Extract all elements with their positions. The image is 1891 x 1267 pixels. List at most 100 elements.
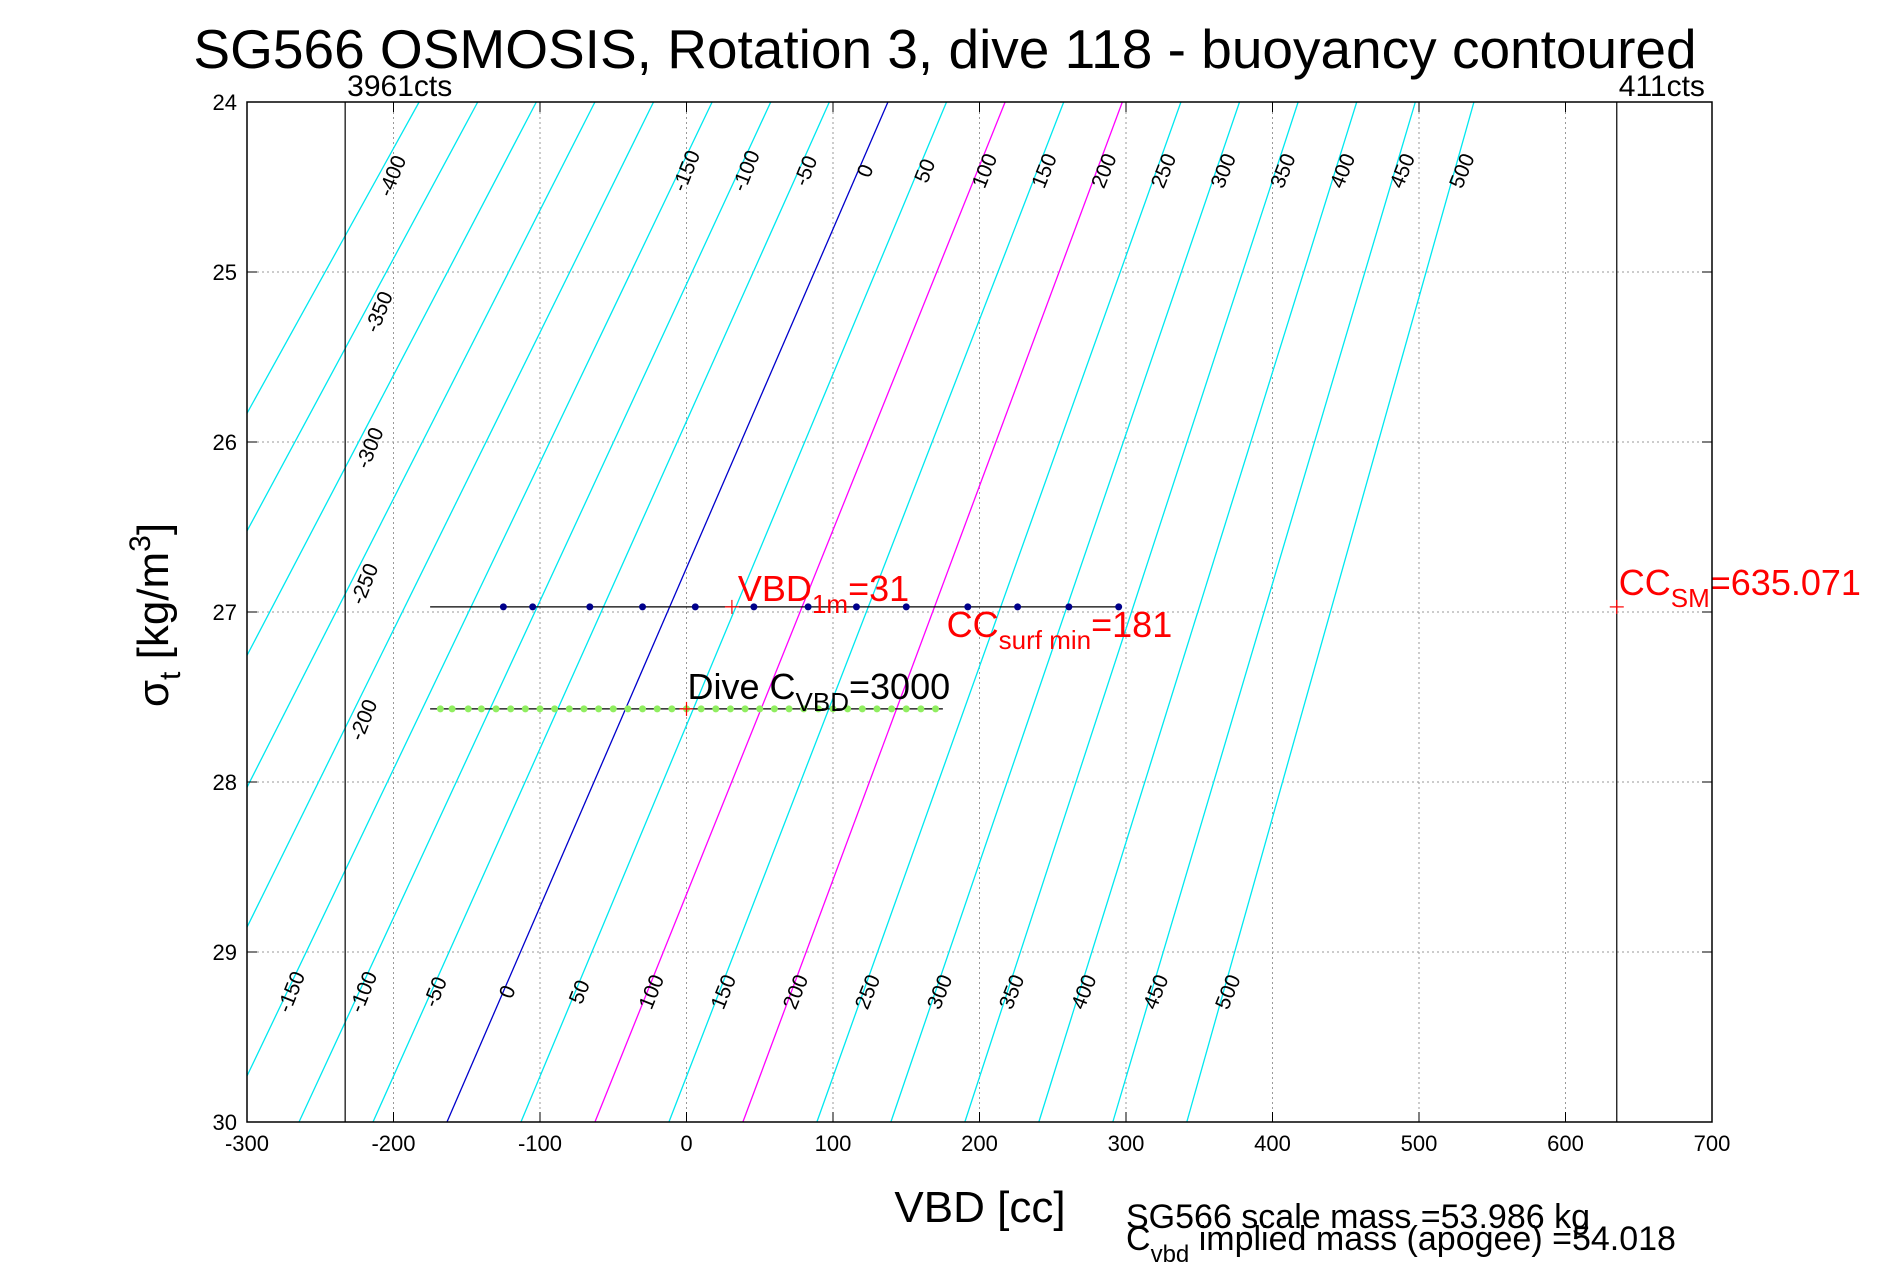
- lower-trace-point: [624, 705, 632, 713]
- x-tick-label: -300: [225, 1131, 269, 1156]
- lower-trace-point: [741, 705, 749, 713]
- scale-mass-note: SG566 scale mass =53.986 kg: [1126, 1198, 1590, 1236]
- contour-label: 0: [853, 161, 879, 180]
- y-axis-label: σt [kg/m3]: [124, 523, 187, 707]
- x-tick-label: 400: [1254, 1131, 1291, 1156]
- upper-trace-point: [964, 603, 972, 611]
- cc-surf-min-annotation-value: =181: [1091, 604, 1172, 645]
- lower-trace-point: [595, 705, 603, 713]
- upper-trace-point: [691, 603, 699, 611]
- lower-trace-point: [536, 705, 544, 713]
- contour-line-100: [594, 101, 1006, 1123]
- contour-label: 200: [1087, 150, 1121, 191]
- contour-label: 250: [1147, 150, 1181, 191]
- contour-label: 200: [779, 972, 813, 1013]
- dive-c-vbd-annotation: Dive CVBD=3000: [688, 666, 951, 717]
- count-label: 411cts: [1619, 70, 1705, 103]
- contour-label: -150: [668, 147, 705, 195]
- lower-trace-point: [873, 705, 881, 713]
- lower-trace-point: [800, 705, 808, 713]
- upper-trace-point: [750, 603, 758, 611]
- chart-title: SG566 OSMOSIS, Rotation 3, dive 118 - bu…: [193, 18, 1696, 80]
- dive-c-vbd-annotation-main: Dive C: [688, 666, 796, 707]
- contour-label: -100: [345, 968, 382, 1016]
- y-tick-label: 30: [213, 1110, 237, 1135]
- contour-label: 450: [1386, 150, 1420, 191]
- contour-line-neg150: [246, 101, 713, 1077]
- lower-trace-point: [436, 705, 444, 713]
- lower-trace-point: [770, 705, 778, 713]
- contour-label: 400: [1067, 972, 1101, 1013]
- contour-label: 0: [495, 982, 521, 1001]
- upper-trace-point: [804, 603, 812, 611]
- y-label-sub: t: [154, 671, 187, 680]
- vbd-1m-annotation-sub: 1m: [812, 589, 848, 619]
- contour-label: 500: [1445, 150, 1479, 191]
- contour-label: -350: [361, 288, 398, 336]
- contour-line-neg50: [372, 101, 830, 1123]
- y-tick-label: 24: [213, 90, 237, 115]
- dive-c-vbd-annotation-sub: VBD: [796, 687, 849, 717]
- cc-sm-annotation-sub: SM: [1671, 583, 1710, 613]
- contour-label: -50: [790, 153, 823, 190]
- contour-label: 250: [851, 972, 885, 1013]
- contour-label: 450: [1139, 972, 1173, 1013]
- y-label-unit: [kg/m: [129, 552, 178, 672]
- x-tick-label: 100: [815, 1131, 852, 1156]
- contour-line-400: [1038, 101, 1358, 1123]
- cc-sm-annotation: CCSM=635.071: [1619, 562, 1861, 613]
- x-tick-label: -200: [371, 1131, 415, 1156]
- vbd-1m-annotation-main: VBD: [738, 568, 812, 609]
- upper-trace-point: [1065, 603, 1073, 611]
- contour-label: -100: [728, 147, 765, 195]
- lower-trace-point: [756, 705, 764, 713]
- upper-trace-point: [586, 603, 594, 611]
- implied-mass-sub: vbd: [1151, 1241, 1190, 1262]
- contour-line-neg350: [246, 101, 479, 532]
- contour-label: 300: [923, 972, 957, 1013]
- lower-trace-point: [507, 705, 515, 713]
- axis-ticks: -300 -200 -100 0 100 200 300 400 500 600 700242526…: [213, 90, 1731, 1156]
- upper-trace-point: [499, 603, 507, 611]
- x-tick-label: 500: [1401, 1131, 1438, 1156]
- contour-label: 150: [707, 972, 741, 1013]
- contour-line-neg250: [246, 101, 596, 788]
- lower-trace-point: [448, 705, 456, 713]
- implied-mass-rest: implied mass (apogee) =54.018: [1189, 1220, 1676, 1258]
- y-tick-label: 29: [213, 940, 237, 965]
- lower-trace-point: [712, 705, 720, 713]
- contour-line-450: [1112, 101, 1416, 1123]
- cc-surf-min-annotation: CCsurf min=181: [947, 604, 1173, 655]
- lower-trace-point: [551, 705, 559, 713]
- y-tick-label: 25: [213, 260, 237, 285]
- y-label-symbol: σ: [129, 680, 178, 707]
- y-tick-label: 27: [213, 600, 237, 625]
- x-tick-label: 700: [1694, 1131, 1731, 1156]
- contour-line-500: [1186, 101, 1475, 1123]
- lower-trace-point: [917, 705, 925, 713]
- contour-line-neg400: [246, 101, 420, 414]
- implied-mass-note: Cvbd implied mass (apogee) =54.018: [1126, 1220, 1676, 1262]
- buoyancy-contours: [246, 101, 1475, 1123]
- contour-line-250: [816, 101, 1182, 1123]
- lower-trace-point: [521, 705, 529, 713]
- contour-label: 400: [1326, 150, 1360, 191]
- contour-label: 500: [1211, 972, 1245, 1013]
- lower-trace-point: [492, 705, 500, 713]
- lower-trace-point: [697, 705, 705, 713]
- vbd-1m-annotation: VBD1m=31: [738, 568, 909, 619]
- y-label-sup: 3: [124, 535, 157, 552]
- lower-trace-point: [902, 705, 910, 713]
- lower-trace-point: [668, 705, 676, 713]
- lower-trace-point: [653, 705, 661, 713]
- lower-trace-point: [726, 705, 734, 713]
- count-label: 3961cts: [347, 70, 452, 103]
- contour-line-200: [742, 101, 1123, 1123]
- lower-trace-point: [464, 705, 472, 713]
- lower-trace-point: [609, 705, 617, 713]
- contour-label: 100: [635, 972, 669, 1013]
- count-lines: 3961cts 411cts: [344, 70, 1705, 1122]
- contour-line-50: [520, 101, 948, 1123]
- lower-trace-point: [580, 705, 588, 713]
